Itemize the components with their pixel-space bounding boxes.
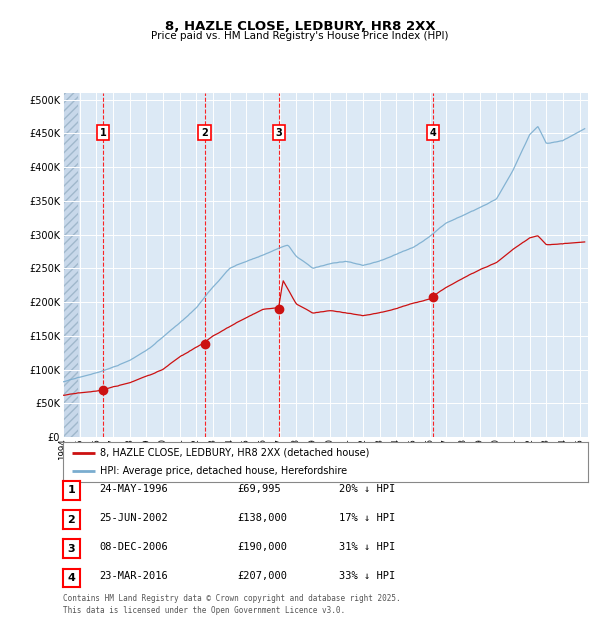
- Text: Contains HM Land Registry data © Crown copyright and database right 2025.
This d: Contains HM Land Registry data © Crown c…: [63, 594, 401, 615]
- Bar: [63, 93, 78, 437]
- Text: 2: 2: [201, 128, 208, 138]
- Text: 2: 2: [68, 515, 75, 525]
- Text: 08-DEC-2006: 08-DEC-2006: [99, 542, 168, 552]
- Text: HPI: Average price, detached house, Herefordshire: HPI: Average price, detached house, Here…: [100, 466, 347, 477]
- Text: £190,000: £190,000: [237, 542, 287, 552]
- Text: 8, HAZLE CLOSE, LEDBURY, HR8 2XX (detached house): 8, HAZLE CLOSE, LEDBURY, HR8 2XX (detach…: [100, 448, 369, 458]
- Text: 23-MAR-2016: 23-MAR-2016: [99, 571, 168, 581]
- Text: 4: 4: [67, 573, 76, 583]
- Text: 4: 4: [430, 128, 437, 138]
- Text: 24-MAY-1996: 24-MAY-1996: [99, 484, 168, 494]
- Text: 20% ↓ HPI: 20% ↓ HPI: [339, 484, 395, 494]
- Text: 3: 3: [275, 128, 282, 138]
- Text: 25-JUN-2002: 25-JUN-2002: [99, 513, 168, 523]
- Text: 1: 1: [68, 485, 75, 495]
- Text: 17% ↓ HPI: 17% ↓ HPI: [339, 513, 395, 523]
- Text: £207,000: £207,000: [237, 571, 287, 581]
- Text: 8, HAZLE CLOSE, LEDBURY, HR8 2XX: 8, HAZLE CLOSE, LEDBURY, HR8 2XX: [164, 20, 436, 33]
- Text: 33% ↓ HPI: 33% ↓ HPI: [339, 571, 395, 581]
- Text: Price paid vs. HM Land Registry's House Price Index (HPI): Price paid vs. HM Land Registry's House …: [151, 31, 449, 41]
- Text: £138,000: £138,000: [237, 513, 287, 523]
- Text: 1: 1: [100, 128, 106, 138]
- Text: 31% ↓ HPI: 31% ↓ HPI: [339, 542, 395, 552]
- Bar: [63, 93, 78, 437]
- Text: 3: 3: [68, 544, 75, 554]
- Text: £69,995: £69,995: [237, 484, 281, 494]
